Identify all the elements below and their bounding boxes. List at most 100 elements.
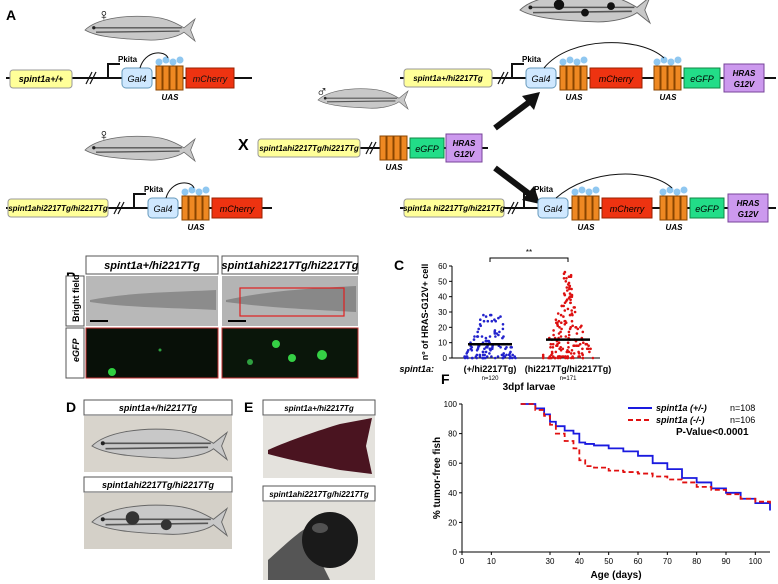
- female-symbol: ♀: [98, 7, 110, 24]
- uas-block-2: [181, 186, 210, 221]
- c-point: [476, 335, 480, 338]
- c-point: [472, 338, 476, 341]
- c-point: [569, 273, 573, 277]
- egfp-label: eGFP: [415, 144, 439, 154]
- egfp-cell: [158, 348, 162, 352]
- promoter-label: Pkita: [118, 55, 138, 64]
- binding-arc: [139, 52, 169, 69]
- c-point: [570, 293, 573, 297]
- c-point: [562, 304, 565, 308]
- chart-c: 0 10 20 30 40 50 60 nº of HRAS-G12V+ cell (+/hi2…: [399, 248, 611, 393]
- c-point: [567, 333, 571, 337]
- c-point: [469, 347, 473, 351]
- panel-e-top-label: spint1a+/hi2217Tg: [284, 404, 354, 413]
- gal4-box-2: [147, 197, 179, 219]
- c-point: [582, 341, 585, 345]
- c-point: [565, 286, 569, 289]
- c-point: [476, 330, 480, 334]
- c-point: [481, 350, 485, 354]
- panel-label-f: F: [441, 371, 450, 387]
- f-x-tick-label: 0: [460, 557, 465, 566]
- tumor-mass: [302, 512, 358, 568]
- mcherry-label: mCherry: [193, 74, 228, 84]
- panel-b-row2-label: eGFP: [71, 337, 81, 362]
- c-point: [494, 319, 498, 323]
- promoter-label-2: Pkita: [144, 185, 164, 194]
- c-point: [466, 349, 470, 352]
- c-point: [566, 289, 569, 292]
- uas-label-2: UAS: [188, 223, 206, 232]
- panel-d-top-header: [83, 399, 233, 416]
- larva-shape-het: [90, 290, 216, 310]
- uas-label: UAS: [162, 93, 180, 102]
- c-point: [560, 327, 563, 331]
- gene-label-father: spint1ahi2217Tg/hi2217Tg: [259, 144, 359, 153]
- c-point: [565, 350, 569, 354]
- c-point: [550, 353, 553, 357]
- uas-block-hom-1: [571, 186, 600, 221]
- gene-box-het: [403, 68, 493, 88]
- c-point: [587, 344, 590, 348]
- c-point: [558, 347, 561, 351]
- c-point: [481, 353, 485, 357]
- c-point: [510, 346, 513, 349]
- c-y-tick-label: 40: [438, 293, 447, 302]
- c-point: [514, 356, 517, 360]
- c-point: [569, 352, 573, 355]
- c-point: [499, 346, 502, 349]
- c-point: [484, 336, 488, 340]
- larva-shape-hom: [226, 286, 356, 312]
- uas-block-het-2: [653, 56, 682, 91]
- c-point: [547, 356, 550, 360]
- c-point: [557, 319, 561, 323]
- f-series-line: [520, 403, 771, 511]
- egfp-box-het: [683, 67, 721, 89]
- c-point: [491, 346, 494, 349]
- mcherry-box-het: [589, 67, 643, 89]
- panel-b-row1-label: Bright field: [71, 275, 81, 323]
- c-point: [552, 329, 555, 332]
- c-point: [466, 356, 469, 360]
- gene-label-hom-mother: spint1ahi2217Tg/hi2217Tg: [8, 204, 108, 213]
- mcherry-box-2: [211, 197, 263, 219]
- promoter-arrow-hom: [523, 193, 536, 208]
- c-point: [484, 350, 488, 354]
- uas-label-het-2: UAS: [660, 93, 678, 102]
- c-significance-bracket: [489, 257, 569, 262]
- c-y-tick-label: 50: [438, 277, 447, 286]
- egfp-cell: [317, 350, 327, 360]
- gal4-box-hom: [537, 197, 569, 219]
- panel-b-col1-label: spint1a+/hi2217Tg: [104, 260, 200, 272]
- uas-label-male: UAS: [386, 163, 404, 172]
- c-point: [562, 272, 566, 276]
- c-point: [488, 352, 491, 355]
- panel-b-col2-label: spint1ahi2217Tg/hi2217Tg: [222, 260, 359, 272]
- c-point: [487, 339, 491, 343]
- mcherry-label-het: mCherry: [599, 74, 634, 84]
- f-x-tick-label: 70: [663, 557, 672, 566]
- gene-box-father: [257, 138, 361, 158]
- c-point: [479, 324, 483, 328]
- hras-label-1: HRAS: [453, 139, 476, 148]
- c-point: [567, 330, 571, 334]
- c-point: [482, 356, 486, 360]
- c-point: [563, 309, 567, 312]
- c-point: [486, 319, 490, 323]
- gene-box-hom: [403, 198, 505, 218]
- c-point: [567, 346, 570, 349]
- egfp-box: [409, 137, 445, 159]
- hras-box: [445, 133, 483, 163]
- c-point: [475, 349, 479, 352]
- f-y-axis-label: % tumor-free fish: [432, 437, 443, 519]
- hras-label-2: G12V: [454, 150, 475, 159]
- c-point: [498, 330, 501, 334]
- c-point: [578, 342, 582, 346]
- f-x-tick-label: 30: [546, 557, 555, 566]
- c-point: [575, 344, 579, 348]
- egfp-label-het: eGFP: [690, 74, 714, 84]
- uas-label-hom-1: UAS: [578, 223, 596, 232]
- c-point: [561, 347, 565, 351]
- c-point: [562, 315, 565, 318]
- c-point: [490, 355, 493, 358]
- hras-label-hom-2: G12V: [738, 210, 759, 219]
